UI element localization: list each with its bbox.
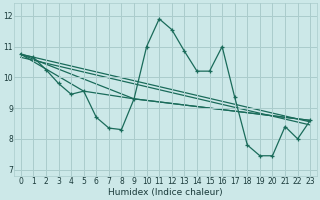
X-axis label: Humidex (Indice chaleur): Humidex (Indice chaleur): [108, 188, 223, 197]
